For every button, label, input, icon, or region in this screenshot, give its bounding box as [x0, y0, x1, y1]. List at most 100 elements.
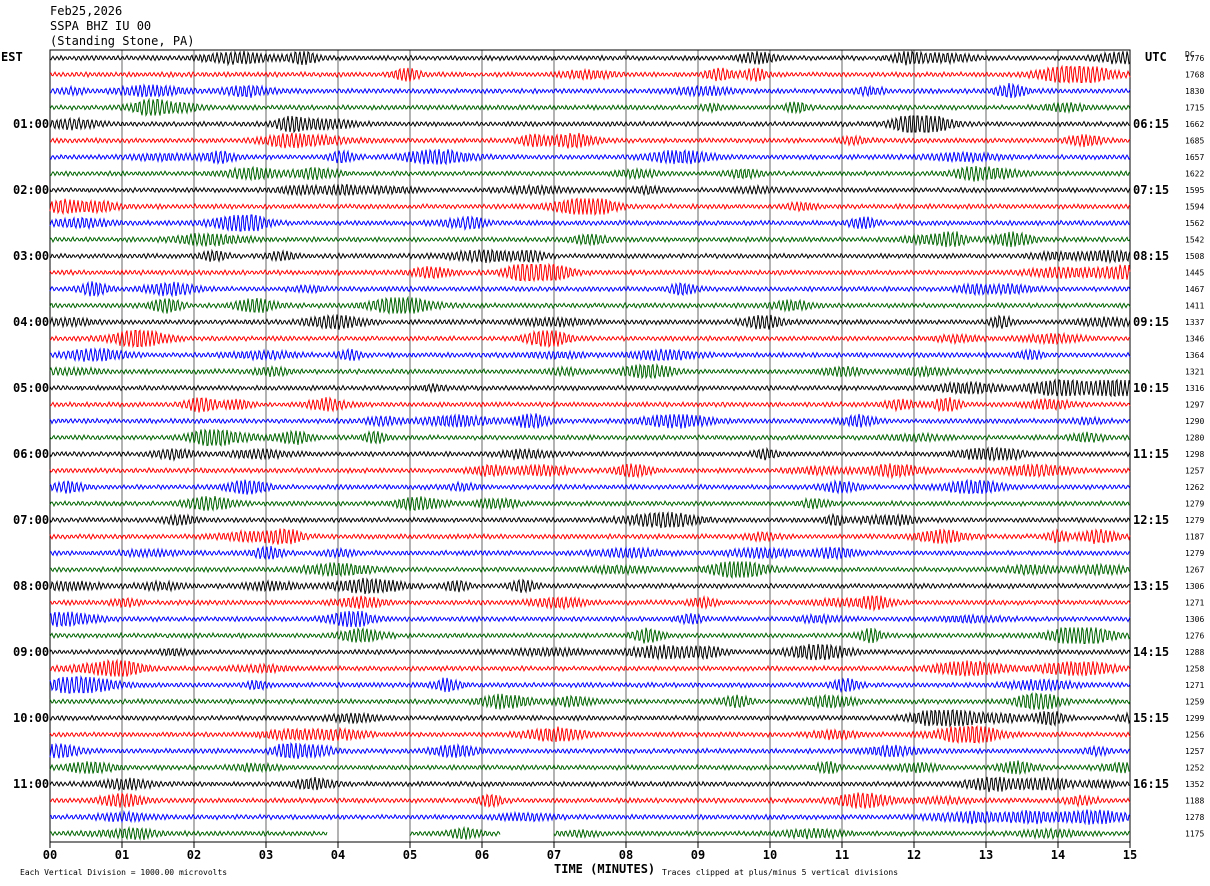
x-tick-label: 03 — [259, 848, 273, 862]
utc-hour-label: 08:15 — [1133, 249, 1169, 263]
utc-hour-label: 15:15 — [1133, 711, 1169, 725]
seismic-trace — [49, 825, 328, 841]
utc-hour-label: 10:15 — [1133, 381, 1169, 395]
dc-offset-value: 1267 — [1185, 566, 1204, 575]
utc-timezone-label: UTC — [1145, 50, 1167, 64]
seismic-trace — [553, 827, 1131, 841]
utc-hour-label: 16:15 — [1133, 777, 1169, 791]
dc-offset-value: 1321 — [1185, 368, 1204, 377]
dc-offset-value: 1175 — [1185, 830, 1204, 839]
est-hour-label: 07:00 — [13, 513, 49, 527]
seismic-trace — [49, 396, 1131, 413]
dc-offset-value: 1352 — [1185, 780, 1204, 789]
seismic-trace — [49, 610, 1131, 628]
seismic-trace — [49, 809, 1131, 826]
est-hour-label: 05:00 — [13, 381, 49, 395]
est-timezone-label: EST — [1, 50, 23, 64]
seismic-trace — [49, 528, 1131, 546]
dc-offset-value: 1562 — [1185, 219, 1204, 228]
est-hour-label: 04:00 — [13, 315, 49, 329]
plot-frame — [49, 49, 1131, 843]
dc-offset-value: 1299 — [1185, 714, 1204, 723]
dc-offset-value: 1445 — [1185, 269, 1204, 278]
dc-column-label: DC — [1185, 50, 1195, 59]
seismic-trace — [49, 478, 1131, 495]
x-tick-label: 07 — [547, 848, 561, 862]
dc-offset-value: 1279 — [1185, 500, 1204, 509]
x-tick-label: 11 — [835, 848, 849, 862]
seismic-traces — [49, 50, 1131, 841]
dc-offset-value: 1776 — [1185, 54, 1204, 63]
dc-offset-value: 1187 — [1185, 533, 1204, 542]
seismic-trace — [49, 97, 1131, 118]
x-tick-label: 02 — [187, 848, 201, 862]
seismic-trace — [49, 496, 1131, 512]
dc-offset-value: 1290 — [1185, 417, 1204, 426]
x-tick-label: 14 — [1051, 848, 1065, 862]
x-tick-label: 13 — [979, 848, 993, 862]
seismic-trace — [49, 281, 1131, 298]
dc-offset-value: 1508 — [1185, 252, 1204, 261]
x-tick-label: 12 — [907, 848, 921, 862]
seismic-trace — [49, 446, 1131, 462]
dc-offset-value: 1306 — [1185, 615, 1204, 624]
seismic-trace — [49, 692, 1131, 710]
seismic-trace — [49, 132, 1131, 149]
dc-offset-value: 1346 — [1185, 335, 1204, 344]
utc-hour-label: 13:15 — [1133, 579, 1169, 593]
dc-offset-value: 1262 — [1185, 483, 1204, 492]
seismic-trace — [49, 214, 1131, 232]
dc-offset-value: 1257 — [1185, 747, 1204, 756]
est-hour-label: 10:00 — [13, 711, 49, 725]
x-tick-label: 09 — [691, 848, 705, 862]
est-hour-label: 03:00 — [13, 249, 49, 263]
est-hour-label: 06:00 — [13, 447, 49, 461]
dc-offset-value: 1252 — [1185, 764, 1204, 773]
dc-offset-value: 1288 — [1185, 648, 1204, 657]
utc-hour-label: 09:15 — [1133, 315, 1169, 329]
seismic-trace — [49, 82, 1131, 99]
seismic-trace — [49, 627, 1131, 644]
seismic-trace — [49, 230, 1131, 248]
dc-offset-value: 1188 — [1185, 797, 1204, 806]
clipping-note: Traces clipped at plus/minus 5 vertical … — [662, 868, 899, 877]
dc-offset-value: 1830 — [1185, 87, 1204, 96]
x-tick-label: 15 — [1123, 848, 1137, 862]
seismic-trace — [49, 313, 1131, 330]
dc-offset-value: 1595 — [1185, 186, 1204, 195]
utc-hour-label: 14:15 — [1133, 645, 1169, 659]
utc-hour-label: 12:15 — [1133, 513, 1169, 527]
x-tick-label: 01 — [115, 848, 129, 862]
seismic-trace — [49, 725, 1131, 745]
seismic-trace — [49, 561, 1131, 579]
seismic-trace — [49, 658, 1131, 677]
x-tick-label: 05 — [403, 848, 417, 862]
seismic-trace — [49, 742, 1131, 759]
dc-offset-value: 1316 — [1185, 384, 1204, 393]
x-tick-label: 10 — [763, 848, 777, 862]
seismic-trace — [49, 545, 1131, 561]
dc-offset-value: 1768 — [1185, 71, 1204, 80]
dc-offset-value: 1715 — [1185, 104, 1204, 113]
dc-offset-value: 1258 — [1185, 665, 1204, 674]
dc-offset-value: 1467 — [1185, 285, 1204, 294]
dc-offset-value: 1271 — [1185, 681, 1204, 690]
seismic-trace — [49, 760, 1131, 776]
seismic-trace — [49, 709, 1131, 728]
x-axis-label: TIME (MINUTES) — [554, 862, 656, 876]
dc-offset-value: 1298 — [1185, 450, 1204, 459]
seismic-trace — [49, 50, 1131, 67]
seismic-trace — [49, 792, 1131, 809]
header-station: SSPA BHZ IU 00 — [50, 19, 152, 33]
seismic-trace — [49, 511, 1131, 529]
est-hour-label: 02:00 — [13, 183, 49, 197]
dc-offset-value: 1657 — [1185, 153, 1204, 162]
x-tick-label: 04 — [331, 848, 345, 862]
seismic-trace — [49, 643, 1131, 661]
seismic-trace — [49, 165, 1131, 182]
seismic-trace — [49, 262, 1131, 283]
dc-offset-value: 1297 — [1185, 401, 1204, 410]
seismic-trace — [49, 362, 1131, 380]
seismic-trace — [49, 295, 1131, 315]
dc-offset-value: 1622 — [1185, 170, 1204, 179]
